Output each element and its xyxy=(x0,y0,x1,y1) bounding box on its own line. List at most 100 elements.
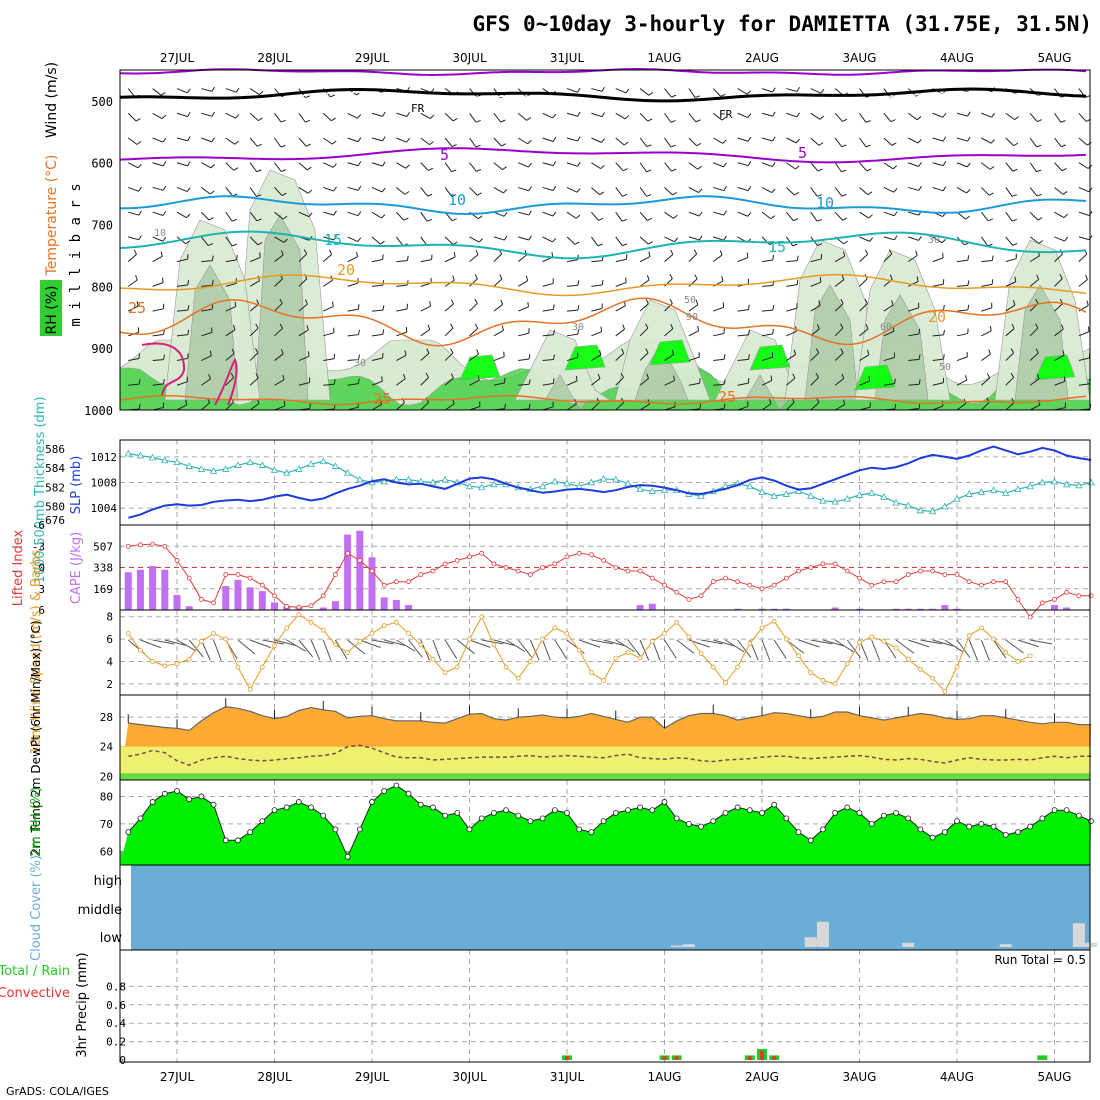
wind-barb xyxy=(1054,380,1065,386)
wind-speed-point xyxy=(625,650,631,655)
wind-barb-flag xyxy=(600,164,605,170)
rh2m-point xyxy=(893,810,899,816)
thickness-point xyxy=(831,497,839,505)
lifted-index-point xyxy=(710,579,716,585)
wind-barb xyxy=(615,112,626,120)
wind-barb xyxy=(274,353,284,361)
wind-barb xyxy=(249,137,258,147)
wind-barb-flag xyxy=(162,185,167,191)
lifted-index-point xyxy=(978,582,984,588)
wind-barb xyxy=(322,254,332,263)
isotherm-30b xyxy=(214,357,238,406)
wind-barb xyxy=(639,137,648,147)
wind-barb xyxy=(347,162,359,167)
wind-barb-flag xyxy=(552,185,557,191)
lifted-index-point xyxy=(393,579,399,585)
wind-barb xyxy=(274,236,285,243)
wind-barb-flag xyxy=(1086,141,1092,146)
wind-barb-flag xyxy=(160,251,163,257)
wind-barb xyxy=(834,137,843,148)
wind-barb-flag xyxy=(989,325,992,331)
wind-barb xyxy=(932,112,944,118)
wind-barb xyxy=(298,329,309,337)
wind-barb xyxy=(713,383,725,386)
cape-bar xyxy=(782,608,790,610)
thickness-point xyxy=(246,458,254,466)
wind-speed-point xyxy=(710,664,716,670)
rh2m-point xyxy=(673,815,680,822)
wind-barb-flag xyxy=(1060,120,1066,123)
wind-barb xyxy=(737,137,749,142)
surface-wind-barb xyxy=(554,639,567,659)
rh-contour-label: 90 xyxy=(686,312,698,323)
surface-wind-barb xyxy=(371,639,394,645)
wind-barb xyxy=(298,187,309,194)
lifted-index-point xyxy=(442,561,448,567)
wind-barb xyxy=(444,137,453,147)
wind-barb-flag xyxy=(306,325,309,331)
wind-barb xyxy=(298,211,310,218)
wind-barb-flag xyxy=(333,353,336,359)
bottom-day-label: 28JUL xyxy=(257,1070,292,1084)
surface-wind-barb xyxy=(176,639,197,652)
wind-barb-flag xyxy=(600,326,603,332)
li-tick: -3 xyxy=(32,540,45,553)
surface-wind-barb xyxy=(725,639,745,653)
wind-barb-flag xyxy=(698,211,703,217)
wind-barb xyxy=(1029,137,1037,148)
wind-barb-flag xyxy=(1012,242,1018,246)
wind-barb-flag xyxy=(162,237,167,242)
wind-barb xyxy=(322,279,333,287)
wind-barb-flag xyxy=(601,279,604,285)
thickness-point xyxy=(465,482,474,490)
wind-barb xyxy=(176,186,188,193)
wind-barb-flag xyxy=(1010,348,1015,354)
wind-barb-flag xyxy=(820,89,825,94)
surface-wind-barb xyxy=(322,639,332,661)
wind-barb-flag xyxy=(304,299,308,305)
wind-barb xyxy=(371,137,383,142)
low-cloud-bar xyxy=(670,945,683,947)
bottom-day-label: 2AUG xyxy=(745,1070,779,1084)
rh2m-point xyxy=(795,829,802,835)
thickness-point xyxy=(648,487,656,494)
wind-speed-point xyxy=(259,664,265,670)
thickness-point xyxy=(429,478,437,486)
wind-barb xyxy=(1005,377,1014,386)
cape-bar xyxy=(149,565,157,610)
wind-barb xyxy=(469,137,477,148)
isotherm-25 xyxy=(119,297,1087,347)
wind-barb xyxy=(371,162,383,167)
thickness-point xyxy=(331,462,340,469)
isotherm-label: 15 xyxy=(324,231,342,249)
wind-barb xyxy=(249,211,258,222)
lifted-index-point xyxy=(869,582,875,588)
lifted-index-point xyxy=(138,542,143,548)
wind-barb-flag xyxy=(162,137,167,143)
wind-barb-flag xyxy=(622,243,628,247)
wind-barb-flag xyxy=(1011,194,1018,197)
wind-barb xyxy=(176,284,188,287)
wind-barb-flag xyxy=(894,378,896,384)
wind-barb xyxy=(371,284,383,287)
wind-barb-flag xyxy=(1038,240,1044,244)
wind-barb xyxy=(274,162,282,172)
wind-barb-flag xyxy=(990,139,995,144)
rh2m-point xyxy=(600,818,607,825)
wind-barb xyxy=(980,211,989,222)
wind-barb-flag xyxy=(942,186,947,192)
surface-wind-barb xyxy=(956,639,971,659)
top-day-label: 3AUG xyxy=(843,51,877,65)
wind-speed-point xyxy=(966,633,972,639)
wind-speed-point xyxy=(308,619,314,625)
wind-barb-flag xyxy=(307,189,313,194)
wind-barb-flag xyxy=(451,218,457,222)
wind-barb-flag xyxy=(382,161,386,167)
wind-barb xyxy=(1078,236,1090,241)
wind-barb-flag xyxy=(358,354,360,360)
lifted-index-point xyxy=(771,582,777,588)
wind-barb xyxy=(639,112,649,122)
isotherm-label: FR xyxy=(411,102,425,115)
wind-barb xyxy=(688,162,699,170)
surface-wind-barb xyxy=(335,639,348,660)
